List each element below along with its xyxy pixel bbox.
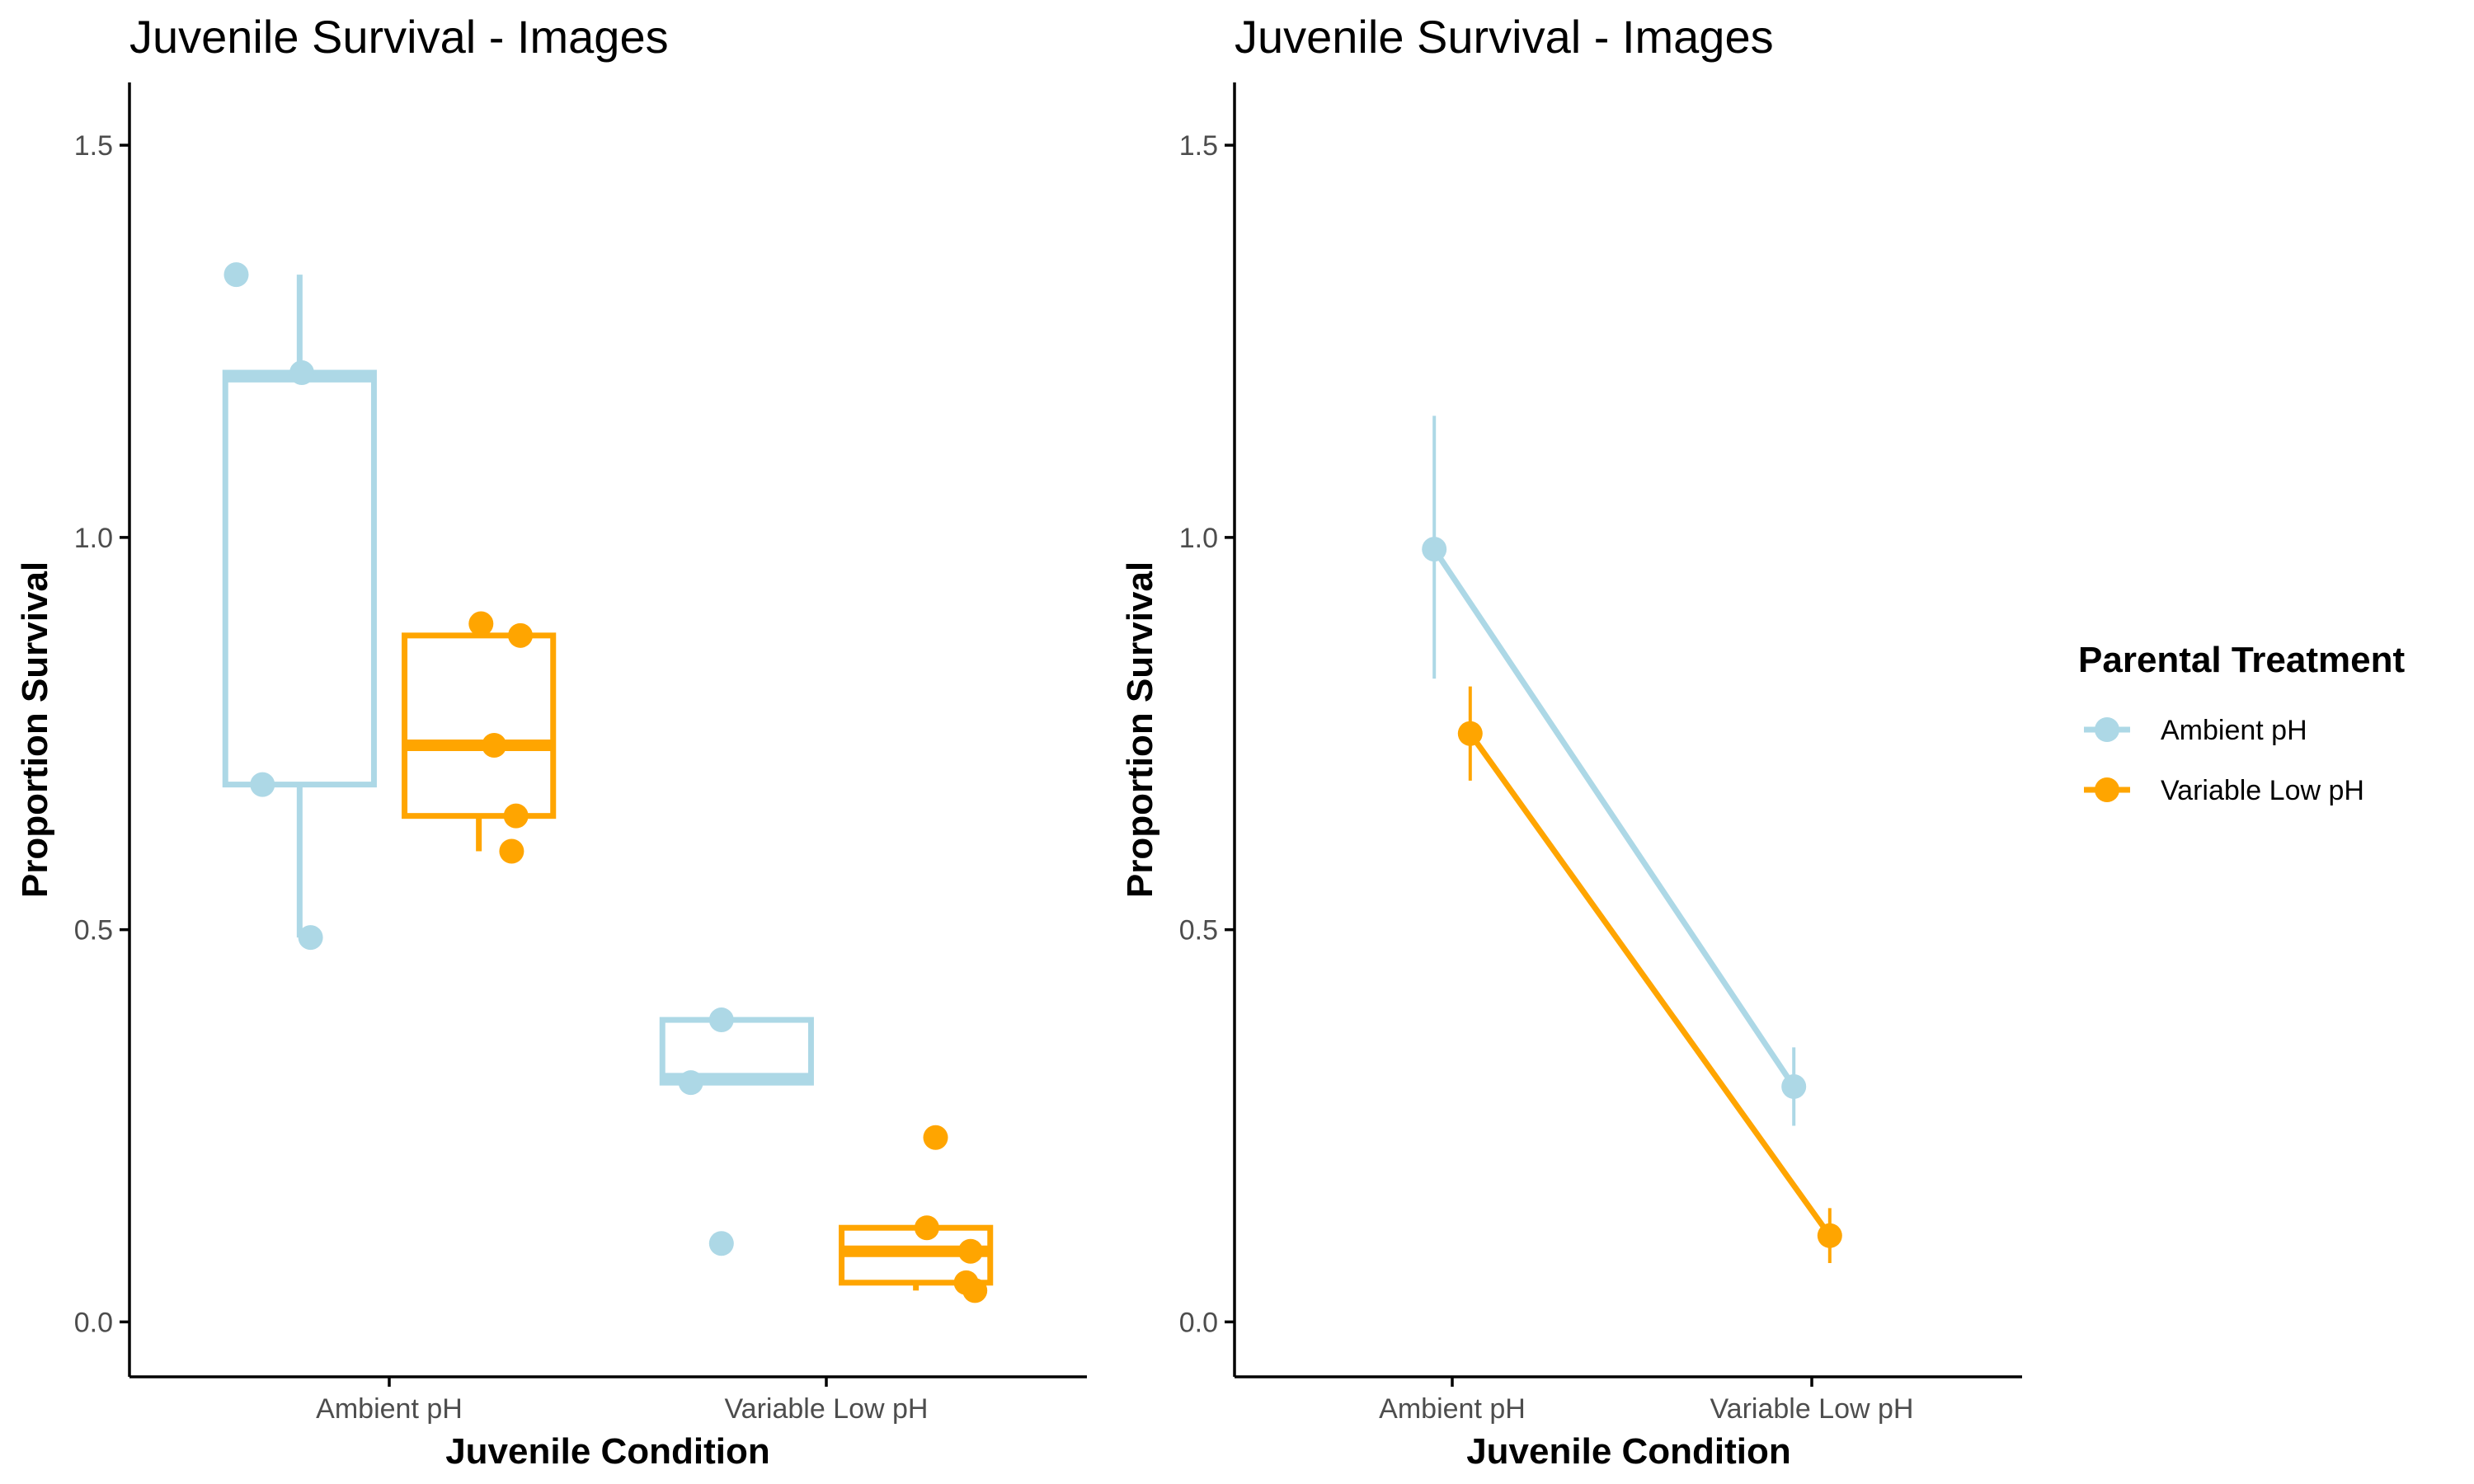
boxplot-marks [222, 262, 994, 1303]
lineplot-y-ticks: 0.0 0.5 1.0 1.5 [1179, 130, 1235, 1338]
legend-label: Ambient pH [2161, 715, 2307, 746]
data-point [223, 262, 249, 288]
boxplot-y-ticks: 0.0 0.5 1.0 1.5 [74, 130, 129, 1338]
legend-key-point [2095, 777, 2119, 802]
boxplot-x-tick-label: Ambient pH [316, 1393, 463, 1425]
legend-key-point [2095, 717, 2119, 742]
data-point [482, 733, 507, 758]
boxplot-panel: Juvenile Survival - Images 0.00.51.01.5 … [15, 11, 1087, 1472]
lineplot-panel: Juvenile Survival - Images 0.00.51.01.5 … [1120, 11, 2022, 1472]
data-point [289, 360, 314, 386]
mean-point [1422, 537, 1447, 562]
mean-point [1457, 721, 1483, 746]
box-body [222, 369, 377, 788]
data-point [678, 1070, 703, 1096]
data-point [508, 622, 533, 648]
mean-point [1817, 1223, 1842, 1248]
boxplot-y-tick-label: 0.5 [74, 915, 113, 946]
data-point [250, 772, 275, 797]
lineplot-y-axis-title: Proportion Survival [1120, 561, 1160, 898]
lineplot-y-tick-label: 1.0 [1179, 523, 1218, 554]
legend-label: Variable Low pH [2161, 775, 2364, 806]
lineplot-y-tick-label: 0.0 [1179, 1307, 1218, 1338]
series-line [1432, 547, 1797, 1088]
mean-point [1781, 1073, 1807, 1099]
boxplot-x-axis-title: Juvenile Condition [445, 1431, 770, 1472]
lineplot-title: Juvenile Survival - Images [1235, 11, 1774, 63]
legend-entry-variable: Variable Low pH [2084, 775, 2364, 806]
series-line [1467, 731, 1832, 1237]
boxplot-y-tick-label: 1.0 [74, 523, 113, 554]
boxplot-x-ticks: Ambient pH Variable Low pH [316, 1377, 928, 1425]
legend-entry-ambient: Ambient pH [2084, 715, 2307, 746]
box-body [402, 632, 557, 819]
lineplot-x-tick-label: Variable Low pH [1710, 1393, 1914, 1425]
data-point [708, 1007, 734, 1033]
data-point [914, 1215, 939, 1241]
box [402, 623, 557, 852]
data-point [499, 838, 524, 864]
data-point [923, 1125, 948, 1150]
data-point [957, 1238, 983, 1264]
legend: Parental Treatment Ambient pH Variable L… [2078, 640, 2405, 806]
data-point [962, 1278, 988, 1303]
data-point [503, 803, 529, 829]
lineplot-y-tick-label: 1.5 [1179, 130, 1218, 162]
lineplot-x-ticks: Ambient pH Variable Low pH [1379, 1377, 1913, 1425]
boxplot-title: Juvenile Survival - Images [129, 11, 669, 63]
lineplot-x-axis-title: Juvenile Condition [1466, 1431, 1791, 1472]
legend-title: Parental Treatment [2078, 640, 2405, 680]
lineplot-marks [1422, 416, 1842, 1264]
lineplot-x-tick-label: Ambient pH [1379, 1393, 1526, 1425]
boxplot-y-axis-title: Proportion Survival [15, 561, 55, 898]
data-point [298, 925, 323, 951]
data-point [708, 1231, 734, 1256]
data-point [468, 611, 494, 636]
boxplot-y-tick-label: 1.5 [74, 130, 113, 162]
boxplot-x-tick-label: Variable Low pH [725, 1393, 929, 1425]
lineplot-y-tick-label: 0.5 [1179, 915, 1218, 946]
boxplot-y-tick-label: 0.0 [74, 1307, 113, 1338]
